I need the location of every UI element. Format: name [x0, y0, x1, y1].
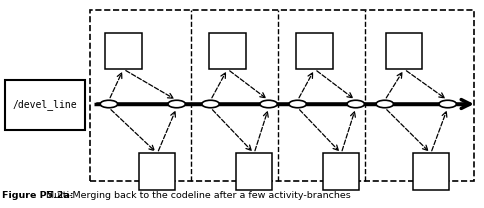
Circle shape: [168, 100, 185, 108]
FancyBboxPatch shape: [412, 154, 449, 190]
Text: Figure P5.2a:: Figure P5.2a:: [2, 191, 74, 200]
FancyBboxPatch shape: [386, 33, 422, 69]
Text: Multi-Merging back to the codeline after a few activity-branches: Multi-Merging back to the codeline after…: [40, 191, 350, 200]
Circle shape: [289, 100, 306, 108]
Text: /devel_line: /devel_line: [13, 100, 77, 110]
FancyBboxPatch shape: [323, 154, 359, 190]
FancyBboxPatch shape: [297, 33, 333, 69]
Circle shape: [260, 100, 277, 108]
FancyBboxPatch shape: [106, 33, 141, 69]
Circle shape: [439, 100, 456, 108]
Circle shape: [347, 100, 364, 108]
FancyBboxPatch shape: [236, 154, 272, 190]
FancyBboxPatch shape: [209, 33, 245, 69]
FancyBboxPatch shape: [139, 154, 176, 190]
Circle shape: [202, 100, 219, 108]
FancyBboxPatch shape: [5, 80, 85, 130]
Circle shape: [376, 100, 393, 108]
Circle shape: [100, 100, 118, 108]
